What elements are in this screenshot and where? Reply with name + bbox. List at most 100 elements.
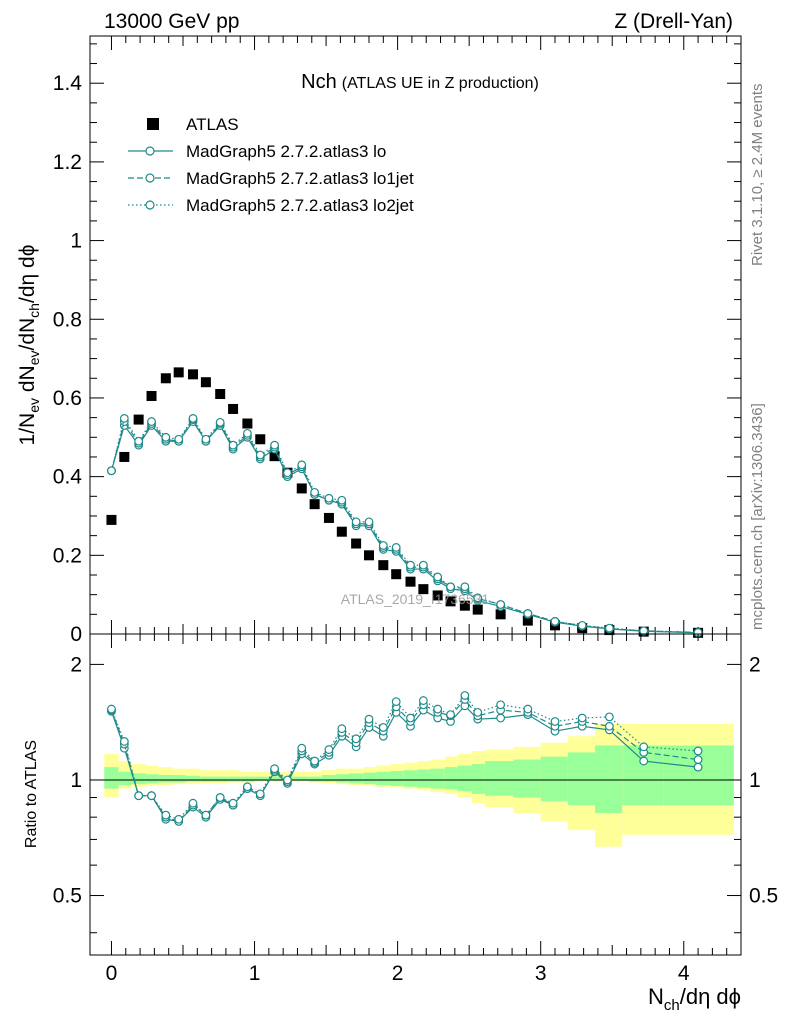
ratio-y-tick-label-right: 1 bbox=[749, 769, 761, 792]
ratio-band-green bbox=[118, 771, 132, 786]
mc-series-point-3 bbox=[364, 517, 374, 527]
mc-series-point-3 bbox=[446, 582, 455, 592]
atlas-data-point bbox=[269, 451, 280, 462]
main-series-layer bbox=[106, 367, 704, 638]
mc-series-point-3 bbox=[577, 620, 587, 630]
ratio-series-point-2 bbox=[604, 712, 614, 722]
ratio-band-green bbox=[513, 759, 541, 798]
ratio-series-point-2 bbox=[107, 704, 116, 714]
main-y-tick-label: 0.6 bbox=[53, 387, 82, 410]
legend: ATLAS MadGraph5 2.7.2.atlas3 lo MadGraph5 … bbox=[128, 115, 414, 215]
legend-marker-atlas bbox=[147, 118, 159, 130]
ratio-band-green bbox=[321, 775, 337, 782]
ratio-panel: 0.5 0.5 1 1 2 2 0 1 2 3 4 Ratio to ATLAS Nch/dη dϕ bbox=[23, 633, 778, 1014]
ratio-series-point-2 bbox=[134, 791, 144, 801]
ratio-band-green bbox=[390, 771, 404, 786]
ratio-series-point-2 bbox=[215, 793, 225, 802]
mc-series-point-3 bbox=[228, 440, 238, 450]
ratio-band-green bbox=[430, 768, 445, 789]
ratio-series-point-2 bbox=[364, 714, 374, 724]
atlas-data-point bbox=[378, 560, 389, 571]
x-tick-label: 1 bbox=[249, 962, 261, 985]
ratio-band-green bbox=[267, 776, 282, 781]
main-panel: 0.2 0.4 0.6 0.8 1 1.2 1.4 0 ATLAS_2019_I1736531… bbox=[16, 35, 742, 646]
atlas-data-point bbox=[228, 403, 239, 414]
atlas-data-point bbox=[309, 499, 320, 510]
atlas-data-point bbox=[459, 600, 470, 611]
atlas-data-point bbox=[405, 576, 416, 587]
ratio-y-tick-label: 2 bbox=[70, 653, 82, 676]
main-y-tick-label: 0.2 bbox=[53, 544, 82, 567]
atlas-data-point bbox=[495, 609, 506, 620]
x-tick-label: 4 bbox=[678, 962, 690, 985]
ratio-series-point-2 bbox=[119, 737, 129, 746]
mc-series-point-3 bbox=[107, 466, 116, 476]
mc-series-point-3 bbox=[418, 560, 428, 570]
mc-series-point-3 bbox=[378, 541, 388, 550]
energy-label: 13000 GeV pp bbox=[104, 10, 239, 33]
process-label: Z (Drell-Yan) bbox=[614, 10, 733, 33]
atlas-data-point bbox=[215, 389, 226, 400]
mcplots-label: mcplots.cern.ch [arXiv:1306.3436] bbox=[749, 403, 766, 630]
main-y-tick-label: 1.4 bbox=[53, 72, 83, 95]
rivet-version-label: Rivet 3.1.10, ≥ 2.4M events bbox=[749, 84, 766, 267]
atlas-data-point bbox=[522, 615, 533, 626]
mc-series-point-3 bbox=[496, 600, 506, 609]
ratio-series-point-2 bbox=[378, 723, 388, 732]
watermark: ATLAS_2019_I1736531 bbox=[341, 591, 490, 607]
mc-series-point-3 bbox=[215, 417, 225, 427]
ratio-series-point-2 bbox=[446, 710, 455, 720]
ratio-series-point-2 bbox=[496, 700, 506, 710]
ratio-series-point-2 bbox=[418, 696, 428, 705]
ratio-band-green bbox=[417, 769, 431, 788]
atlas-data-point bbox=[160, 373, 171, 384]
mc-series-point-3 bbox=[147, 417, 156, 426]
ratio-band-green bbox=[348, 773, 364, 784]
atlas-data-point bbox=[432, 590, 443, 601]
ratio-series-point-2 bbox=[406, 713, 415, 723]
atlas-data-point bbox=[296, 483, 307, 494]
ratio-band-green bbox=[403, 770, 418, 787]
atlas-data-point bbox=[133, 414, 144, 425]
ratio-series-point-2 bbox=[270, 764, 279, 774]
ratio-y-tick-label-right: 2 bbox=[749, 653, 761, 676]
ratio-series-point-2 bbox=[460, 691, 470, 700]
legend-label: MadGraph5 2.7.2.atlas3 lo2jet bbox=[186, 196, 414, 215]
main-y-tick-label: 1.2 bbox=[53, 151, 82, 174]
ratio-band-green bbox=[336, 774, 349, 783]
mc-series-point-3 bbox=[310, 487, 320, 497]
ratio-y-axis-label: Ratio to ATLAS bbox=[23, 740, 40, 848]
main-y-tick-label: 0 bbox=[70, 623, 82, 646]
ratio-series-point-2 bbox=[283, 775, 292, 785]
ratio-band-green bbox=[472, 764, 485, 794]
ratio-band-green bbox=[172, 775, 186, 783]
mc-series-point-3 bbox=[174, 434, 184, 444]
ratio-series-point-2 bbox=[473, 707, 483, 717]
ratio-series-point-0 bbox=[693, 762, 703, 772]
mc-series-point-3 bbox=[119, 414, 129, 423]
ratio-band-green bbox=[213, 776, 228, 782]
atlas-data-point bbox=[351, 538, 362, 549]
atlas-data-point bbox=[472, 604, 483, 615]
ratio-plot-frame bbox=[89, 633, 742, 956]
ratio-band-green bbox=[254, 776, 268, 781]
mc-series-point-3 bbox=[324, 493, 334, 503]
ratio-series-point-2 bbox=[201, 810, 211, 820]
mc-series-point-3 bbox=[523, 609, 533, 618]
mc-series-point-3 bbox=[604, 623, 614, 633]
ratio-band-green bbox=[444, 767, 458, 790]
mc-series-point-3 bbox=[351, 517, 361, 527]
plot-title: Nch (ATLAS UE in Z production) bbox=[301, 71, 539, 93]
main-y-tick-label: 1 bbox=[70, 230, 82, 253]
atlas-data-point bbox=[242, 418, 253, 429]
mc-series-point-3 bbox=[297, 460, 307, 470]
plot-title-main: Nch bbox=[301, 71, 337, 93]
atlas-data-point bbox=[188, 369, 199, 380]
ratio-series-point-1 bbox=[604, 721, 614, 731]
atlas-data-point bbox=[200, 377, 211, 388]
ratio-series-point-2 bbox=[433, 704, 443, 714]
mc-series-point-3 bbox=[550, 617, 560, 626]
atlas-data-point bbox=[445, 596, 456, 607]
mc-series-point-3 bbox=[283, 468, 292, 478]
